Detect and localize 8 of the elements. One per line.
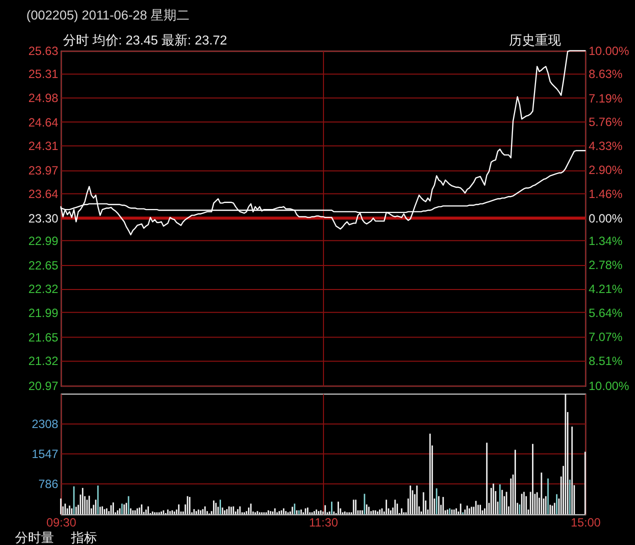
y-tick-label: 786	[38, 476, 59, 491]
x-tick-label: 11:30	[308, 516, 338, 530]
x-tick-label: 15:00	[570, 516, 601, 530]
y-tick-label: 1547	[32, 446, 59, 461]
text: 分时量	[14, 530, 54, 545]
text: 指标	[70, 530, 97, 545]
y-tick-label: 2308	[32, 417, 59, 432]
x-tick-label: 09:30	[46, 516, 77, 530]
